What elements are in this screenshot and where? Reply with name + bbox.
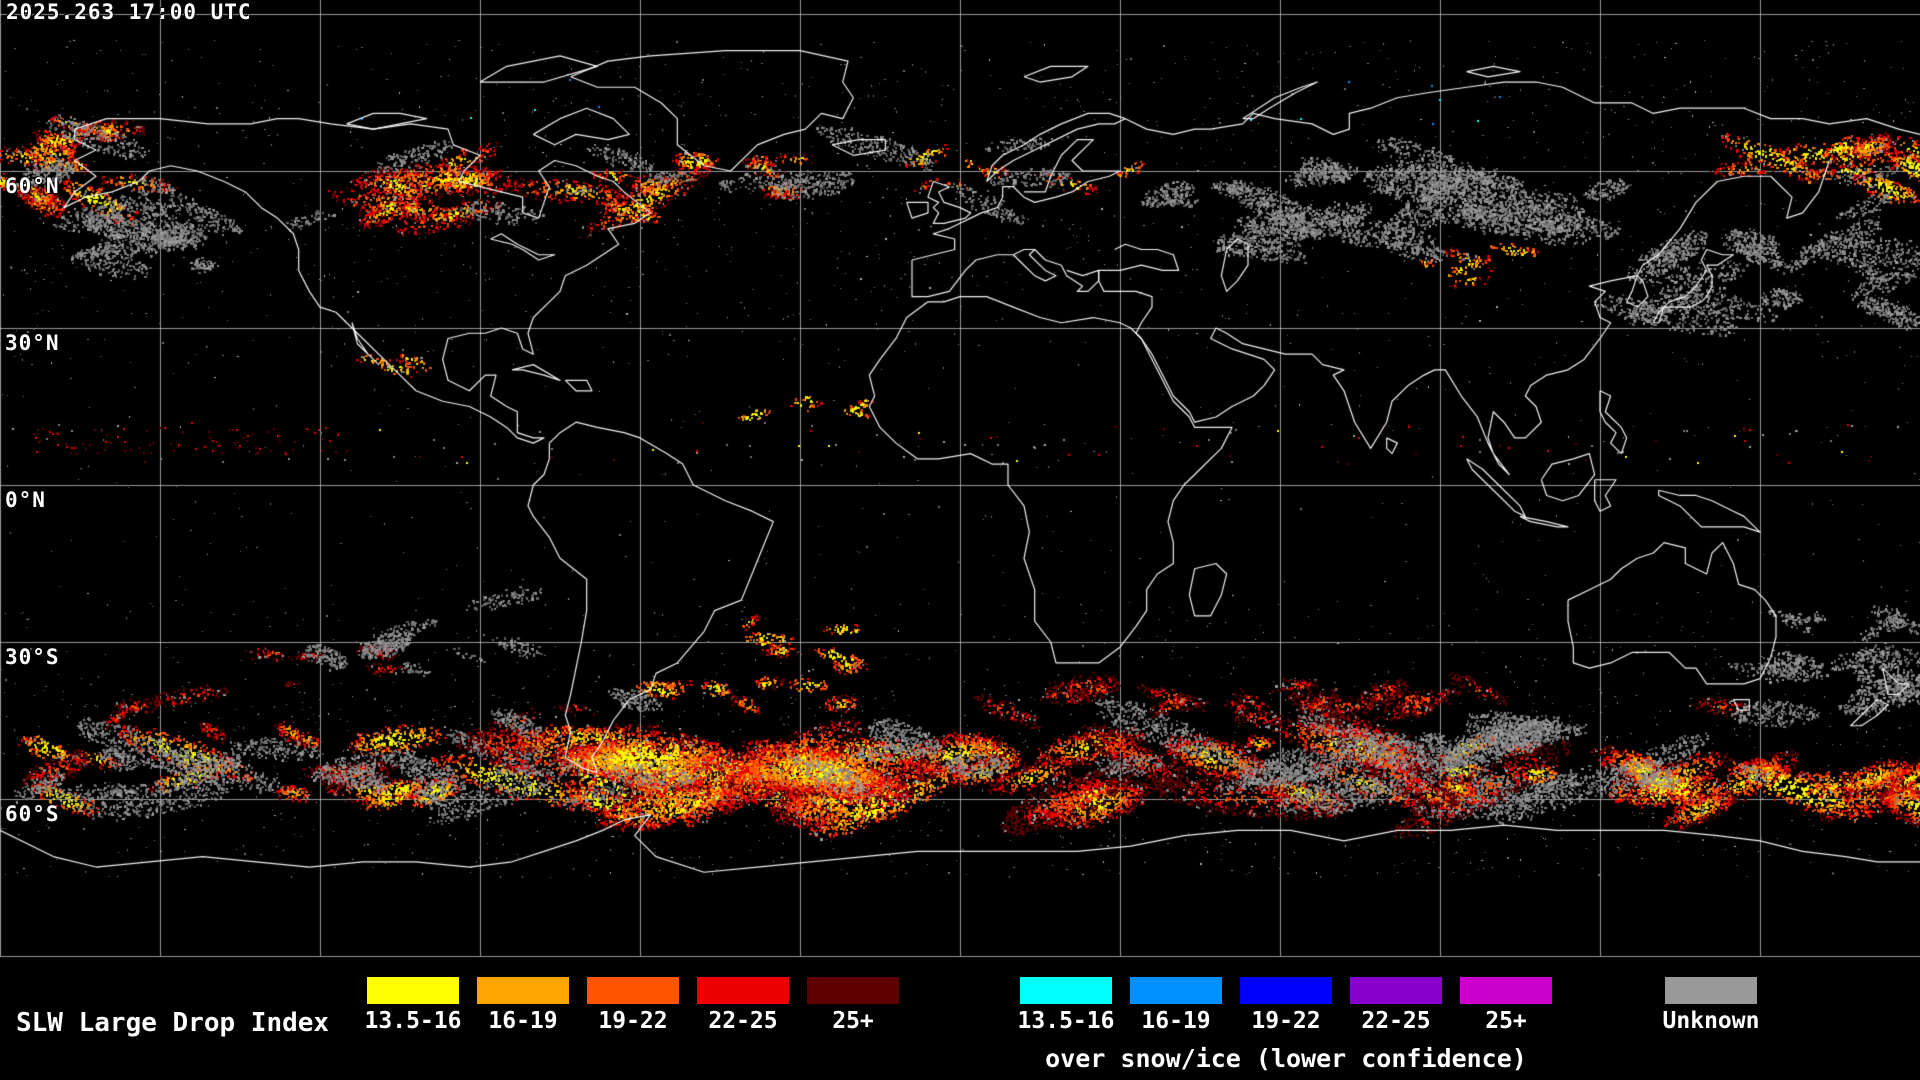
timestamp: 2025.263 17:00 UTC xyxy=(6,0,252,24)
legend-label-snow-2: 19-22 xyxy=(1251,1008,1321,1034)
legend-title: SLW Large Drop Index xyxy=(16,1008,330,1038)
legend-swatch-primary-2 xyxy=(587,977,679,1004)
legend-swatch-snow-2 xyxy=(1240,977,1332,1004)
legend-label-primary-4: 25+ xyxy=(832,1008,874,1034)
legend-swatch-snow-1 xyxy=(1130,977,1222,1004)
legend-label-snow-3: 22-25 xyxy=(1361,1008,1431,1034)
legend-label-primary-0: 13.5-16 xyxy=(364,1008,462,1034)
legend-label-unknown: Unknown xyxy=(1662,1008,1760,1034)
legend-swatch-snow-0 xyxy=(1020,977,1112,1004)
lat-label-4: 60°S xyxy=(5,802,60,826)
lat-label-2: 0°N xyxy=(5,488,46,512)
legend-swatch-primary-3 xyxy=(697,977,789,1004)
legend-label-primary-1: 16-19 xyxy=(488,1008,558,1034)
legend-label-primary-3: 22-25 xyxy=(708,1008,778,1034)
lat-label-3: 30°S xyxy=(5,645,60,669)
legend-snow-subtitle: over snow/ice (lower confidence) xyxy=(1045,1044,1527,1073)
legend-swatch-snow-3 xyxy=(1350,977,1442,1004)
legend-label-snow-0: 13.5-16 xyxy=(1017,1008,1115,1034)
legend-label-snow-4: 25+ xyxy=(1485,1008,1527,1034)
legend-swatch-unknown xyxy=(1665,977,1757,1004)
legend-swatch-primary-4 xyxy=(807,977,899,1004)
legend-label-primary-2: 19-22 xyxy=(598,1008,668,1034)
legend-label-snow-1: 16-19 xyxy=(1141,1008,1211,1034)
lat-label-0: 60°N xyxy=(5,174,60,198)
legend-swatch-primary-0 xyxy=(367,977,459,1004)
lat-label-1: 30°N xyxy=(5,331,60,355)
legend-swatch-primary-1 xyxy=(477,977,569,1004)
legend-swatch-snow-4 xyxy=(1460,977,1552,1004)
